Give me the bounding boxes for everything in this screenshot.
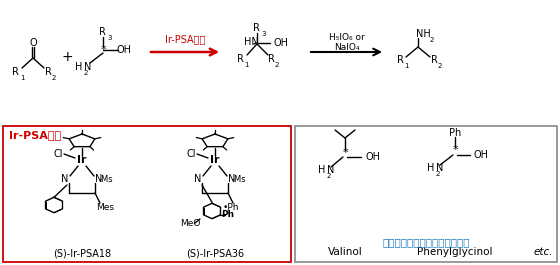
Text: Cl: Cl	[53, 149, 63, 159]
Text: NaIO₄: NaIO₄	[334, 43, 360, 52]
Text: H: H	[427, 163, 435, 173]
Text: N: N	[194, 174, 202, 184]
Text: N: N	[61, 174, 69, 184]
Text: 2: 2	[438, 63, 442, 69]
Text: Ph: Ph	[221, 210, 234, 219]
Text: R: R	[396, 55, 403, 65]
Text: 3: 3	[261, 31, 265, 37]
Text: (S)-Ir-PSA18: (S)-Ir-PSA18	[53, 249, 111, 259]
Text: OH: OH	[116, 45, 132, 55]
Text: 2: 2	[327, 173, 332, 179]
Bar	[295, 126, 557, 262]
Text: N: N	[85, 62, 92, 72]
Text: OH: OH	[365, 152, 380, 162]
Text: -Ms: -Ms	[99, 174, 113, 183]
Text: R: R	[45, 67, 52, 77]
Text: Mes: Mes	[96, 202, 114, 211]
Text: OH: OH	[273, 38, 288, 48]
Text: R: R	[431, 55, 437, 65]
Text: Ir: Ir	[77, 155, 87, 165]
Text: 2: 2	[84, 70, 88, 76]
Text: N: N	[228, 174, 236, 184]
Text: HN: HN	[244, 37, 259, 47]
Text: 2: 2	[52, 75, 57, 81]
Text: 1: 1	[404, 63, 408, 69]
Text: 1: 1	[244, 62, 249, 68]
Text: R: R	[99, 27, 105, 37]
Text: Ir: Ir	[210, 155, 220, 165]
Text: NH: NH	[416, 29, 431, 39]
Text: 3: 3	[107, 35, 111, 41]
Text: •Ph: •Ph	[223, 204, 239, 213]
Text: *: *	[100, 45, 106, 55]
Bar	[3, 126, 291, 262]
Text: N: N	[327, 165, 335, 175]
Text: H₅IO₆ or: H₅IO₆ or	[329, 33, 365, 42]
Text: R: R	[236, 54, 244, 64]
Text: *: *	[342, 148, 348, 158]
Text: (S)-Ir-PSA36: (S)-Ir-PSA36	[186, 249, 244, 259]
Text: N: N	[95, 174, 102, 184]
Text: N: N	[436, 163, 444, 173]
Text: H: H	[75, 62, 83, 72]
Text: *: *	[452, 145, 458, 155]
Text: Cl: Cl	[186, 149, 196, 159]
Text: R: R	[268, 54, 274, 64]
Text: 2: 2	[436, 171, 440, 177]
Text: -Ms: -Ms	[232, 174, 246, 183]
Text: Phenylglycinol: Phenylglycinol	[417, 247, 493, 257]
Text: 2: 2	[275, 62, 279, 68]
Text: Ir-PSA触媒: Ir-PSA触媒	[165, 34, 205, 44]
Text: O: O	[29, 38, 37, 48]
Text: 2: 2	[430, 37, 435, 43]
Text: 1: 1	[20, 75, 25, 81]
Text: R: R	[253, 23, 259, 33]
Text: アミノアルコール系不斉補助剤: アミノアルコール系不斉補助剤	[382, 237, 470, 247]
Text: Ir-PSA触媒: Ir-PSA触媒	[9, 130, 61, 140]
Text: R: R	[12, 67, 18, 77]
Text: OH: OH	[474, 150, 489, 160]
Text: etc.: etc.	[533, 247, 553, 257]
Text: MeO: MeO	[180, 219, 200, 227]
Text: +: +	[61, 50, 73, 64]
Text: H: H	[318, 165, 326, 175]
Text: Ph: Ph	[449, 128, 461, 138]
Text: Valinol: Valinol	[328, 247, 362, 257]
